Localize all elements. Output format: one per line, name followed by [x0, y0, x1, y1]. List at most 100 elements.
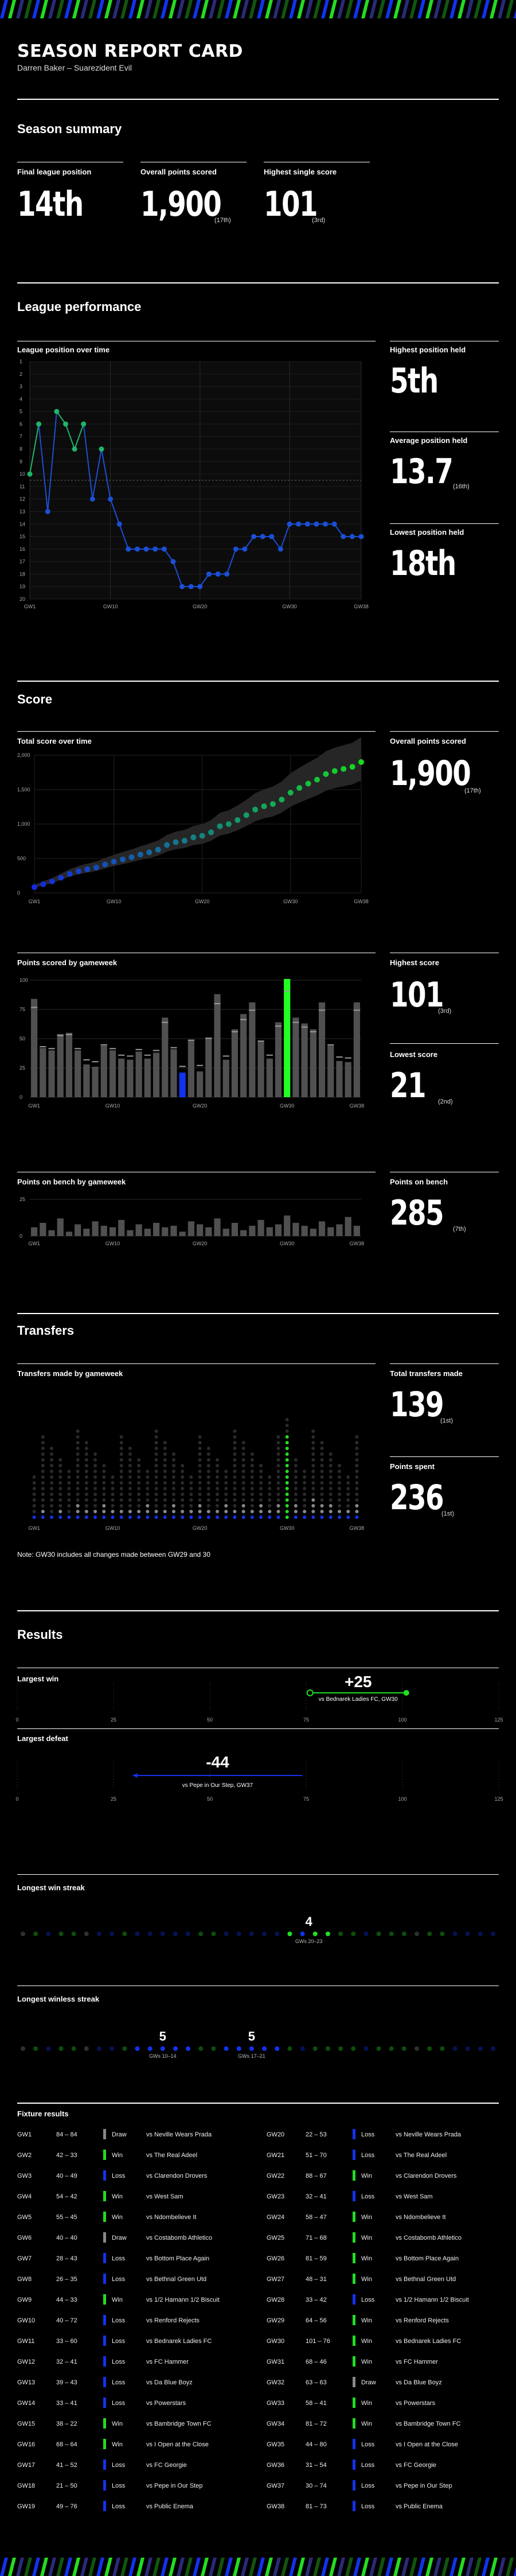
transfer-dot: [329, 1504, 333, 1507]
gw-points-bar: [318, 1002, 326, 1097]
league-transfer-dot: [250, 1475, 254, 1479]
bench-bar: [170, 1226, 177, 1236]
league-transfer-dot: [198, 1487, 202, 1490]
gw-points-bar: [118, 1058, 125, 1097]
streak-dot: [427, 1932, 432, 1936]
gw-points-bar: [222, 1059, 229, 1097]
league-transfer-dot: [198, 1493, 202, 1496]
result-bar: [353, 2356, 355, 2367]
transfer-dot: [224, 1504, 228, 1507]
league-transfer-dot: [241, 1441, 245, 1444]
league-transfer-dot: [171, 1464, 175, 1467]
streak-dot: [440, 2046, 445, 2051]
stripe: [48, 2558, 56, 2576]
stripe: [433, 0, 441, 18]
league-transfer-dot: [67, 1504, 71, 1507]
bench-bar: [345, 1217, 351, 1236]
bench-bar: [205, 1227, 212, 1236]
league-transfer-dot: [137, 1493, 141, 1496]
stripe: [16, 0, 24, 18]
gw-points-bar: [240, 1014, 247, 1097]
league-transfer-dot: [171, 1487, 175, 1490]
fixture-result: Loss: [112, 2503, 126, 2510]
league-avg-mark: [144, 1054, 151, 1056]
fixture-gw: GW25: [267, 2235, 285, 2241]
league-transfer-dot: [189, 1498, 193, 1502]
fixture-result: Loss: [112, 2462, 126, 2469]
stripe: [225, 0, 233, 18]
fixture-score: 55 – 45: [56, 2214, 77, 2221]
margin-tick-label: 0: [15, 1717, 18, 1723]
league-transfer-dot: [311, 1452, 315, 1456]
league-transfer-dot: [102, 1464, 106, 1467]
page-subtitle: Darren Baker – Suarezident Evil: [17, 63, 132, 72]
league-avg-mark: [257, 1040, 264, 1042]
transfer-dot: [111, 1510, 115, 1513]
league-avg-mark: [31, 1007, 38, 1008]
fixture-opponent: vs Costabomb Athletico: [396, 2235, 462, 2241]
position-point: [296, 521, 302, 527]
transfer-dot: [41, 1516, 45, 1519]
fixture-row: GW20 22 – 53 Loss vs Neville Wears Prada: [267, 2127, 507, 2144]
league-transfer-dot: [41, 1493, 45, 1496]
fixture-score: 81 – 59: [306, 2255, 327, 2262]
transfer-dot: [102, 1516, 106, 1519]
margin-tick-label: 125: [494, 1796, 503, 1802]
highest-score-value: 101: [264, 184, 318, 224]
result-bar: [353, 2439, 355, 2449]
bench-bar: [144, 1229, 151, 1236]
league-transfer-dot: [93, 1464, 97, 1467]
stripe: [393, 2558, 401, 2576]
league-transfer-dot: [241, 1481, 245, 1485]
league-transfer-dot: [163, 1464, 167, 1467]
transfer-dot: [84, 1510, 88, 1513]
score-overall-rank: (17th): [464, 787, 481, 794]
series-line: [119, 523, 129, 550]
fixture-opponent: vs Bednarek Ladies FC: [396, 2338, 462, 2345]
transfer-dot: [241, 1516, 245, 1519]
league-transfer-dot: [84, 1504, 88, 1507]
total-score-point: [173, 839, 179, 845]
league-transfer-dot: [224, 1475, 228, 1479]
result-bar: [353, 2460, 355, 2470]
gw-points-bar: [144, 1058, 151, 1097]
league-transfer-dot: [146, 1487, 150, 1490]
streak-dot: [491, 1932, 495, 1936]
fixture-score: 81 – 73: [306, 2503, 327, 2510]
transfer-dot: [329, 1516, 333, 1519]
y-tick-label: 3: [19, 384, 22, 390]
league-transfer-dot: [163, 1487, 167, 1490]
league-transfer-dot: [276, 1435, 280, 1439]
bench-bar: [179, 1231, 186, 1236]
transfer-dot: [303, 1510, 307, 1513]
fixture-row: GW7 28 – 43 Loss vs Bottom Place Again: [17, 2251, 258, 2268]
league-transfer-dot: [198, 1441, 202, 1444]
streak-dot: [363, 2046, 369, 2051]
league-transfer-dot: [320, 1481, 324, 1485]
largest-defeat-title: Largest defeat: [17, 1734, 68, 1743]
streak-dot: [160, 1932, 165, 1936]
total-score-point: [120, 856, 126, 862]
stripe: [96, 2558, 104, 2576]
season-summary-heading: Season summary: [17, 122, 122, 136]
league-transfer-dot: [163, 1458, 167, 1462]
fixture-result: Loss: [361, 2482, 375, 2489]
streak-dot: [287, 2046, 292, 2051]
league-transfer-dot: [311, 1429, 315, 1433]
transfer-dot: [84, 1516, 88, 1519]
stripe: [377, 0, 385, 18]
league-transfer-dot: [206, 1498, 210, 1502]
fixture-score: 51 – 70: [306, 2152, 327, 2159]
total-score-point: [225, 821, 232, 827]
stripe: [425, 0, 433, 18]
transfer-dot: [285, 1447, 289, 1450]
stripe: [88, 2558, 96, 2576]
league-transfer-dot: [337, 1504, 341, 1507]
result-bar: [103, 2191, 106, 2201]
final-position-label: Final league position: [17, 168, 92, 176]
league-transfer-dot: [241, 1498, 245, 1502]
league-avg-mark: [327, 1044, 334, 1046]
league-transfer-dot: [206, 1458, 210, 1462]
league-transfer-dot: [216, 1487, 220, 1490]
streak-dot: [198, 2046, 204, 2051]
